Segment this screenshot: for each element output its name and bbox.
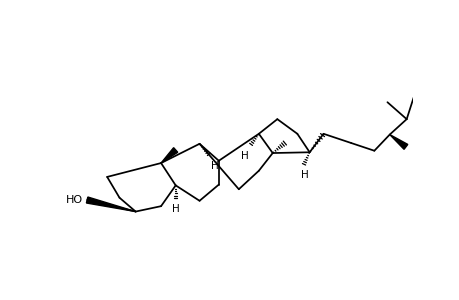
Text: H: H: [172, 204, 179, 214]
Polygon shape: [161, 148, 177, 163]
Polygon shape: [86, 197, 135, 212]
Polygon shape: [389, 135, 407, 149]
Text: H: H: [241, 151, 248, 161]
Text: H: H: [211, 161, 218, 171]
Text: HO: HO: [66, 195, 83, 205]
Text: H: H: [301, 170, 308, 180]
